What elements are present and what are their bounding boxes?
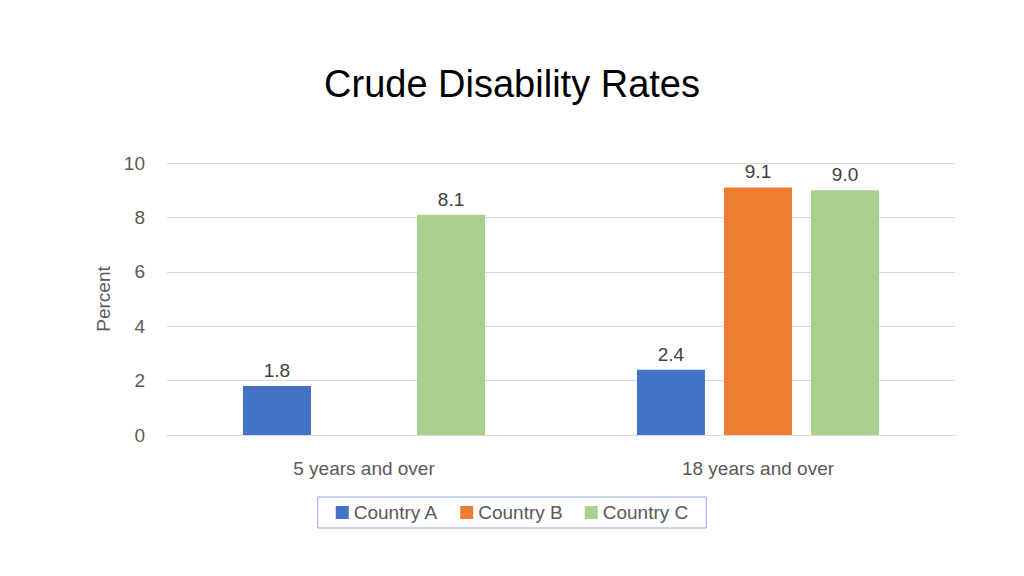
svg-text:9.0: 9.0	[832, 164, 858, 185]
svg-text:0: 0	[134, 425, 145, 446]
svg-text:10: 10	[124, 153, 145, 174]
svg-text:Crude Disability Rates: Crude Disability Rates	[324, 63, 700, 105]
svg-text:9.1: 9.1	[745, 161, 771, 182]
svg-text:Country C: Country C	[603, 502, 689, 523]
svg-text:4: 4	[134, 316, 145, 337]
svg-text:Country B: Country B	[478, 502, 562, 523]
svg-text:1.8: 1.8	[264, 360, 290, 381]
svg-text:5 years and over: 5 years and over	[293, 458, 435, 479]
svg-text:Percent: Percent	[93, 266, 114, 332]
svg-text:2: 2	[134, 370, 145, 391]
svg-text:8: 8	[134, 207, 145, 228]
svg-text:8.1: 8.1	[438, 189, 464, 210]
svg-text:2.4: 2.4	[658, 344, 685, 365]
svg-text:18 years and over: 18 years and over	[682, 458, 835, 479]
svg-text:Country A: Country A	[354, 502, 438, 523]
svg-text:6: 6	[134, 261, 145, 282]
